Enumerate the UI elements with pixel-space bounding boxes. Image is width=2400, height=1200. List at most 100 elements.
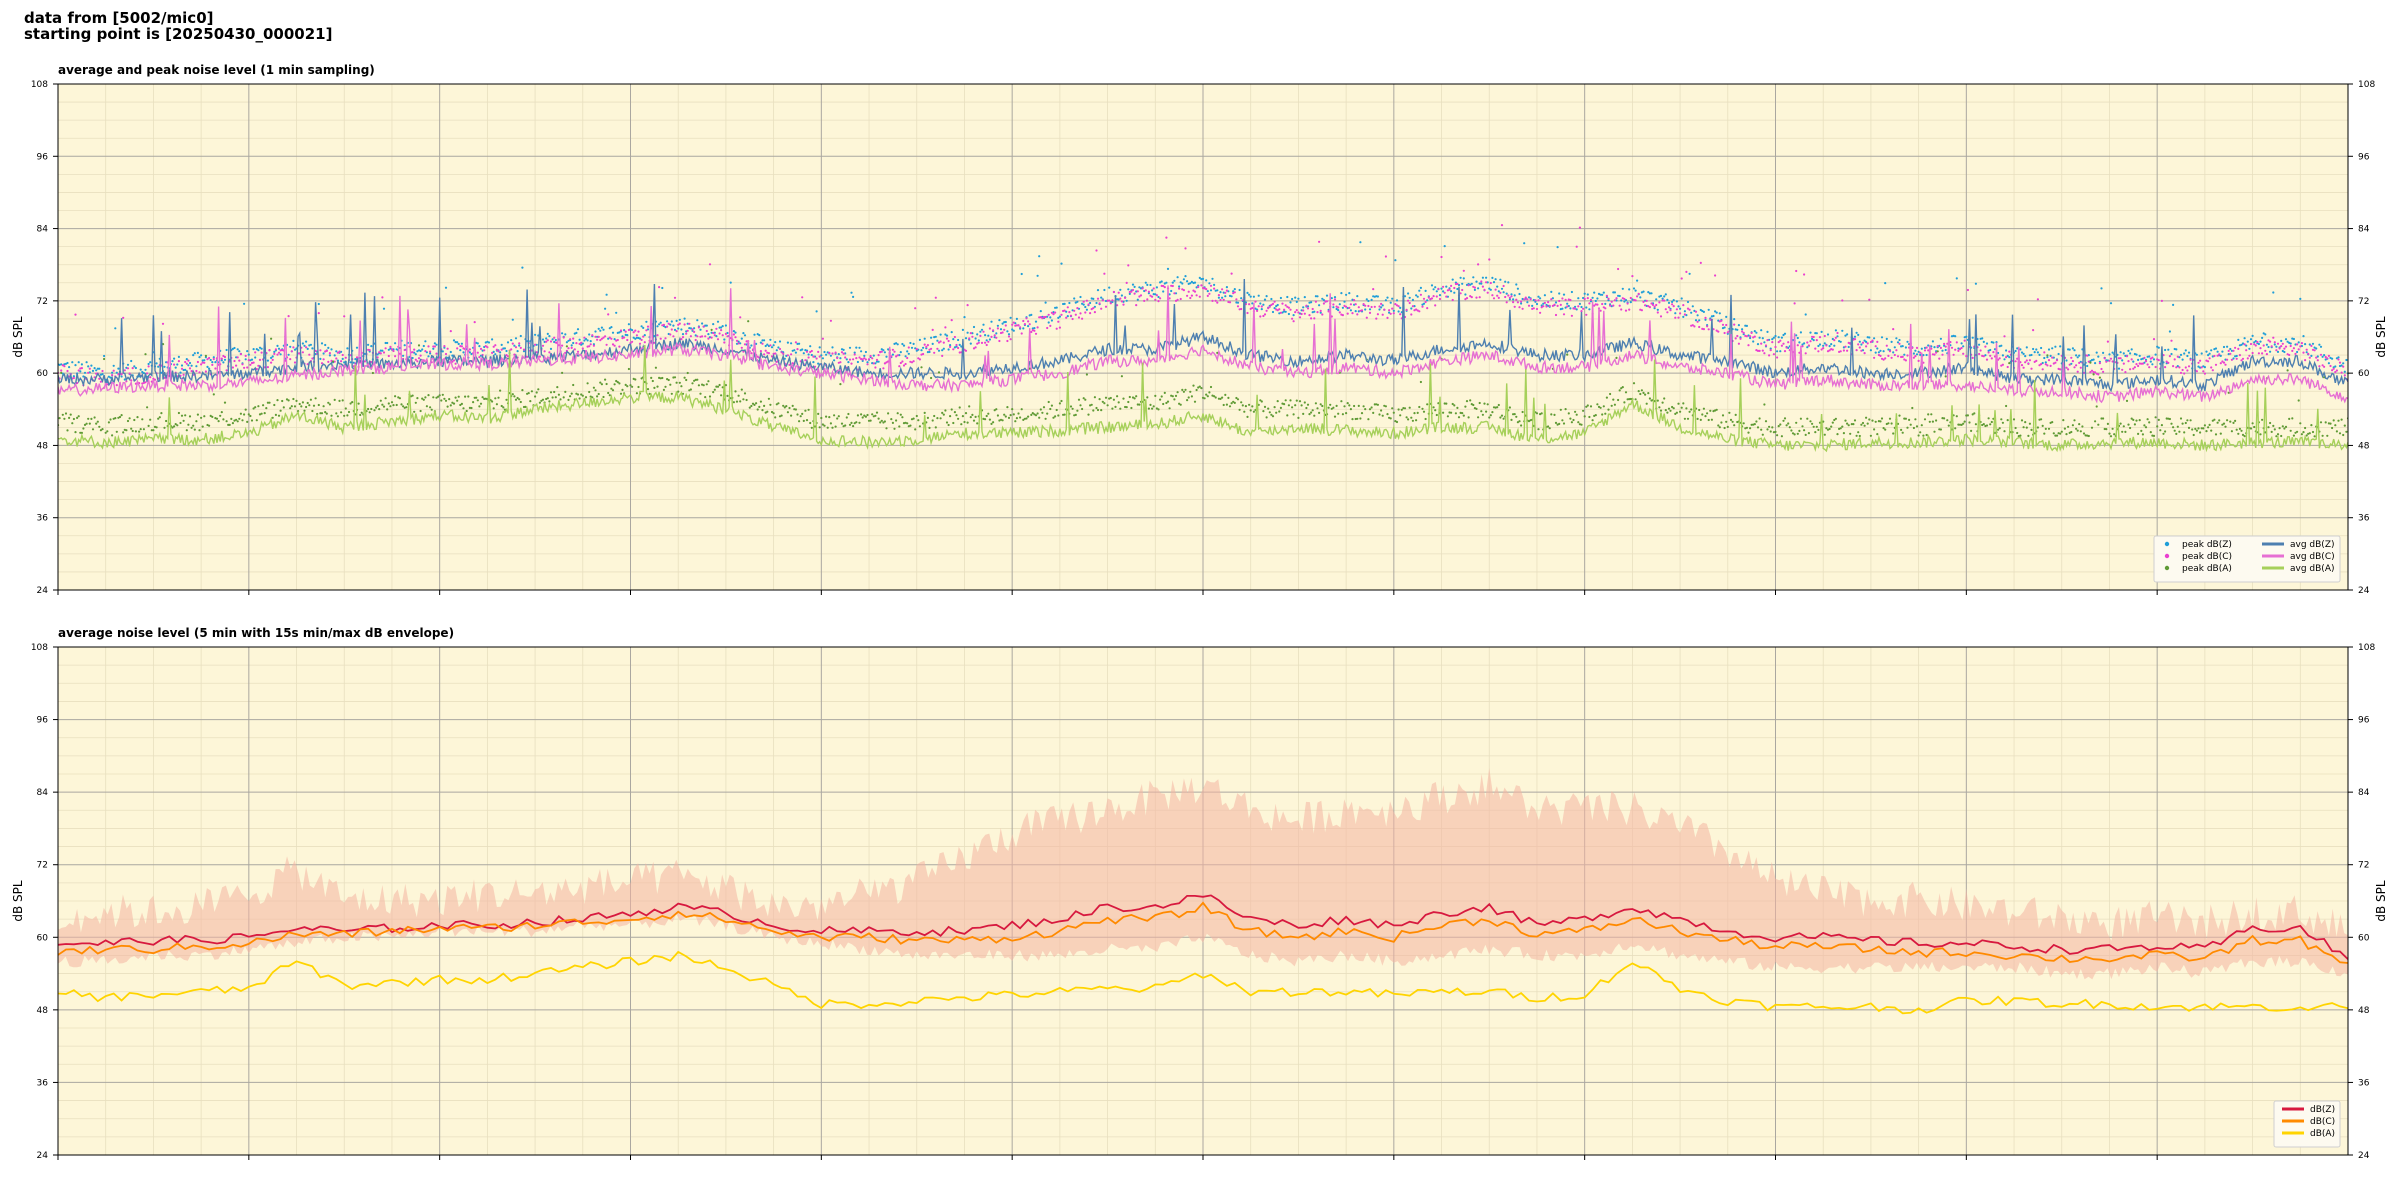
data-point [1944,345,1947,348]
data-point [543,350,546,353]
data-point [1575,245,1578,248]
data-point [2254,344,2257,347]
data-point [2329,364,2332,368]
data-point [2001,363,2004,366]
data-point [675,330,678,333]
data-point [2119,357,2122,360]
data-point [1935,351,1938,354]
data-point [853,422,856,425]
data-point [1136,290,1139,293]
data-point [1909,423,1912,426]
data-point [1179,281,1182,284]
data-point [1450,411,1453,414]
data-point [136,416,139,419]
data-point [1702,407,1705,410]
data-point [947,348,950,351]
data-point [2046,356,2049,359]
data-point [949,345,952,348]
data-point [910,346,914,349]
data-point [427,394,430,397]
data-point [1249,295,1252,298]
data-point [1648,306,1651,309]
data-point [2281,342,2284,345]
data-point [1209,284,1213,287]
data-point [1707,418,1710,422]
data-point [871,357,874,360]
data-point [1745,426,1748,429]
data-point [1085,308,1088,311]
data-point [1604,302,1607,305]
data-point [1233,401,1236,404]
data-point [697,326,701,329]
data-point [2003,358,2006,361]
data-point [171,426,174,429]
data-point [549,340,553,343]
data-point [1865,345,1868,348]
data-point [1049,316,1052,319]
data-point [1090,308,1093,311]
data-point [1085,299,1088,302]
data-point [1044,301,1047,304]
data-point [1233,288,1236,291]
data-point [1570,421,1573,424]
data-point [667,322,670,325]
data-point [1583,415,1586,418]
data-point [1653,305,1656,308]
data-point [1785,346,1788,349]
data-point [1561,297,1564,300]
data-point [573,348,576,351]
legend-box [2153,535,2341,583]
data-point [192,354,195,357]
data-point [710,328,713,331]
data-point [522,350,526,353]
data-point [292,339,295,342]
data-point [759,341,763,344]
y-tick-label-right: 60 [2358,369,2370,379]
data-point [1674,316,1677,319]
data-point [1604,307,1607,310]
data-point [1480,410,1483,413]
data-point [1410,307,1413,310]
data-point [2261,418,2264,421]
data-point [452,402,456,405]
data-point [303,344,306,347]
data-point [1599,406,1602,409]
data-point [694,338,697,342]
data-point [2275,349,2278,352]
data-point [1244,405,1247,408]
data-point [686,322,689,325]
data-point [972,325,976,329]
data-point [957,417,960,420]
data-point [475,396,478,399]
data-point [328,354,331,357]
data-point [869,419,872,422]
data-point [1858,434,1861,438]
data-point [1042,315,1046,319]
data-point [987,334,990,337]
data-point [662,388,666,391]
data-point [2144,360,2148,363]
data-point [624,383,627,386]
legend-box [2273,1100,2341,1148]
data-point [246,420,249,423]
data-point [1036,412,1039,415]
data-point [1787,422,1790,425]
data-point [204,354,207,357]
data-point [2276,342,2280,345]
data-point [1669,309,1672,312]
data-point [2108,359,2111,362]
data-point [448,398,451,401]
data-point [891,353,895,356]
data-point [944,333,947,336]
data-point [476,351,479,354]
data-point [2291,417,2294,420]
data-point [739,400,742,403]
data-point [1677,402,1680,405]
data-point [1333,296,1337,299]
data-point [1405,308,1408,311]
data-point [1306,403,1310,406]
data-point [363,352,366,355]
data-point [87,371,90,374]
data-point [112,369,115,372]
chart-header: data from [5002/mic0] starting point is … [24,10,332,42]
